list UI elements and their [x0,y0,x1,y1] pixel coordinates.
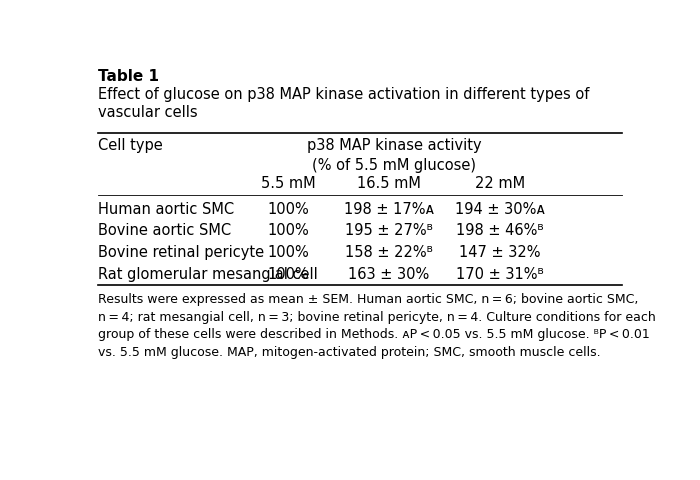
Text: Cell type: Cell type [98,138,163,154]
Text: Effect of glucose on p38 MAP kinase activation in different types of
vascular ce: Effect of glucose on p38 MAP kinase acti… [98,87,589,120]
Text: 194 ± 30%ᴀ: 194 ± 30%ᴀ [455,202,545,216]
Text: 100%: 100% [267,266,309,281]
Text: 100%: 100% [267,245,309,260]
Text: 158 ± 22%ᴮ: 158 ± 22%ᴮ [344,245,433,260]
Text: 198 ± 46%ᴮ: 198 ± 46%ᴮ [456,223,544,238]
Text: Bovine aortic SMC: Bovine aortic SMC [98,223,232,238]
Text: p38 MAP kinase activity
(% of 5.5 mM glucose): p38 MAP kinase activity (% of 5.5 mM glu… [307,138,482,173]
Text: Results were expressed as mean ± SEM. Human aortic SMC, n = 6; bovine aortic SMC: Results were expressed as mean ± SEM. Hu… [98,293,656,359]
Text: Bovine retinal pericyte: Bovine retinal pericyte [98,245,265,260]
Text: 16.5 mM: 16.5 mM [357,176,421,191]
Text: 5.5 mM: 5.5 mM [261,176,316,191]
Text: 195 ± 27%ᴮ: 195 ± 27%ᴮ [344,223,433,238]
Text: 198 ± 17%ᴀ: 198 ± 17%ᴀ [344,202,434,216]
Text: 100%: 100% [267,202,309,216]
Text: 170 ± 31%ᴮ: 170 ± 31%ᴮ [456,266,544,281]
Text: Rat glomerular mesangial cell: Rat glomerular mesangial cell [98,266,318,281]
Text: 163 ± 30%: 163 ± 30% [348,266,429,281]
Text: Human aortic SMC: Human aortic SMC [98,202,234,216]
Text: 22 mM: 22 mM [475,176,525,191]
Text: Table 1: Table 1 [98,69,160,84]
Text: 147 ± 32%: 147 ± 32% [459,245,540,260]
Text: 100%: 100% [267,223,309,238]
